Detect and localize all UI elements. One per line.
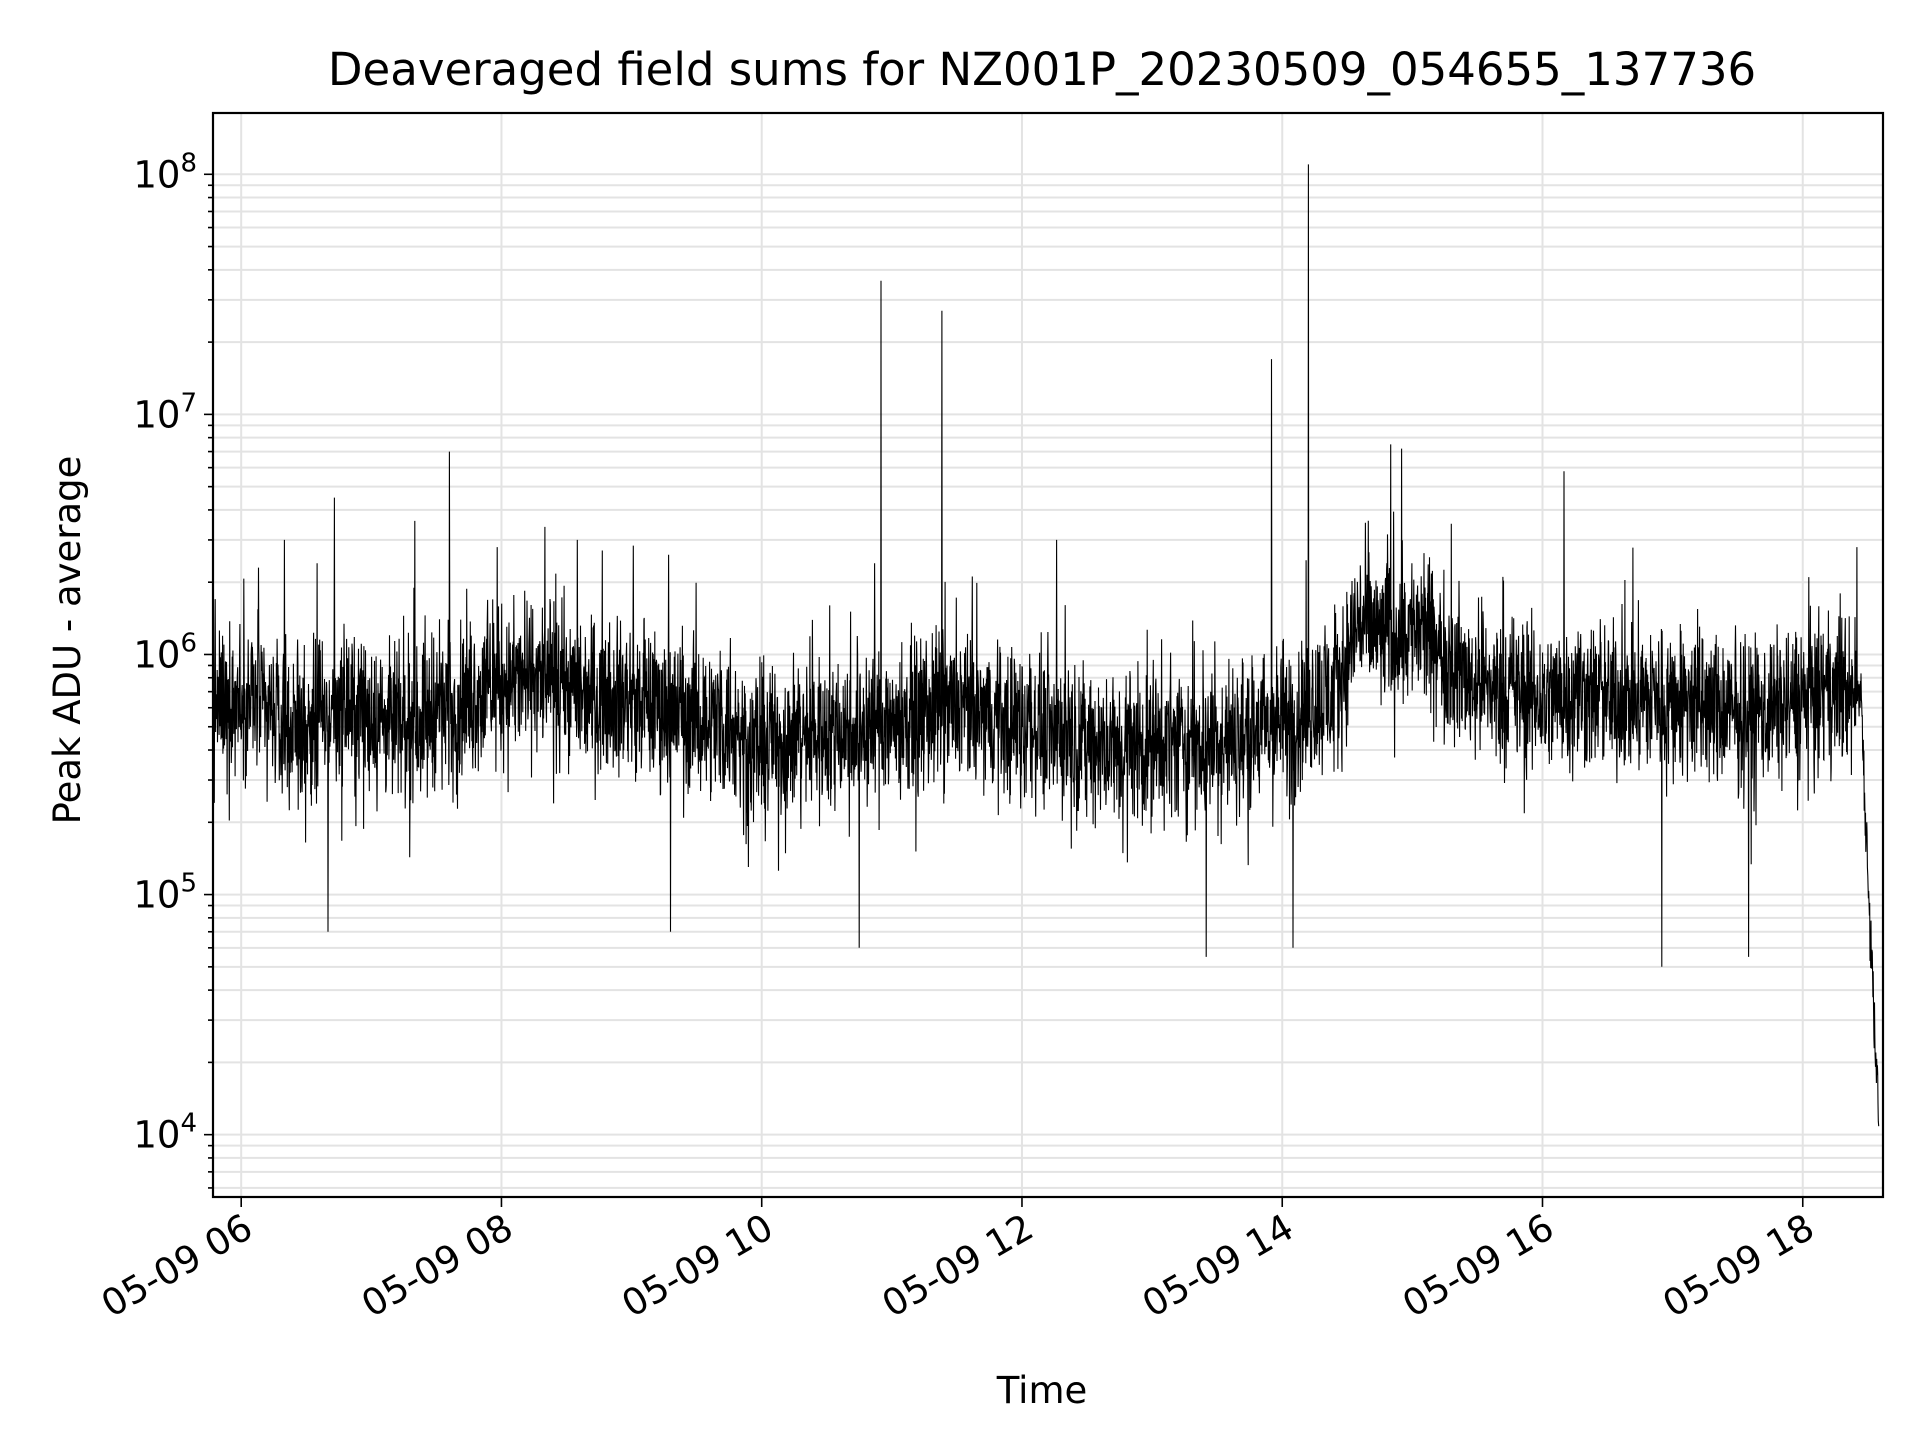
y-tick-exponent: 5 [180, 869, 197, 899]
y-tick-exponent: 7 [180, 388, 197, 418]
y-tick-base: 10 [133, 153, 180, 196]
y-tick-label: 107 [133, 388, 197, 436]
y-tick-label: 105 [133, 869, 197, 917]
y-axis-label: Peak ADU - average [46, 456, 89, 825]
y-tick-exponent: 6 [180, 628, 197, 658]
chart-title: Deaveraged field sums for NZ001P_2023050… [328, 43, 1756, 96]
y-tick-label: 108 [133, 148, 197, 196]
x-axis-label: Time [996, 1369, 1088, 1412]
y-tick-base: 10 [133, 874, 180, 917]
y-tick-label: 104 [133, 1109, 197, 1157]
y-tick-exponent: 8 [180, 148, 197, 178]
y-tick-base: 10 [133, 1114, 180, 1157]
plot-area [213, 164, 1880, 1127]
series-line [213, 164, 1880, 1127]
y-tick-label: 106 [133, 628, 197, 676]
y-tick-base: 10 [133, 393, 180, 436]
y-tick-base: 10 [133, 633, 180, 676]
y-tick-exponent: 4 [180, 1109, 197, 1139]
